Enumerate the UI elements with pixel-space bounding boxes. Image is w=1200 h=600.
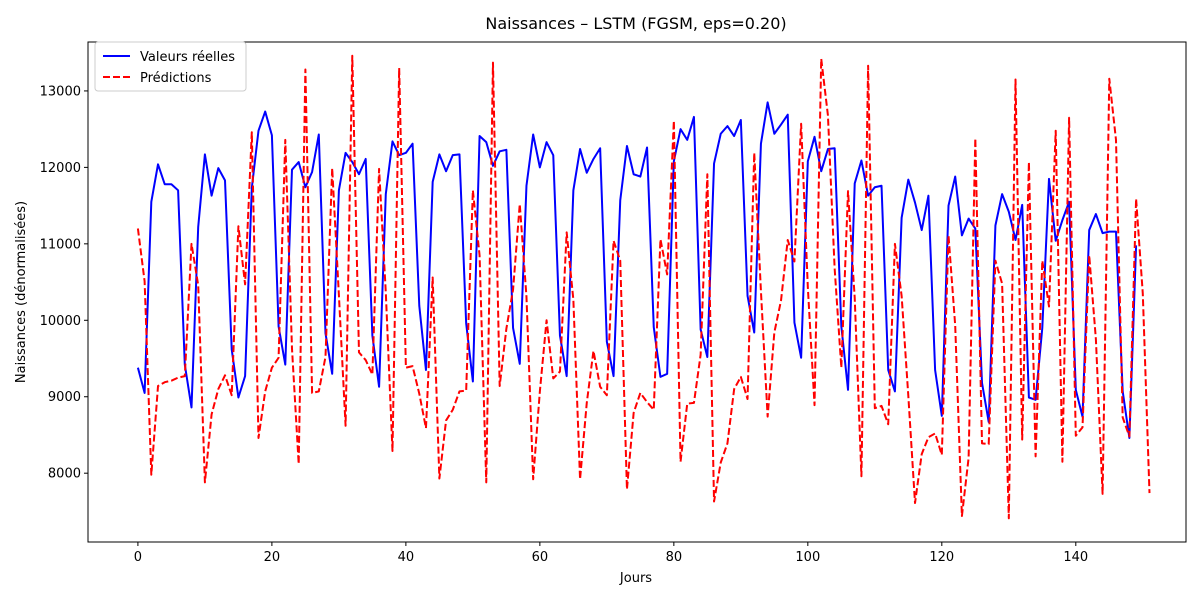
y-tick-label: 10000: [40, 314, 81, 329]
x-axis-label: Jours: [619, 571, 652, 586]
y-tick-label: 13000: [40, 84, 81, 99]
y-tick-label: 8000: [48, 467, 81, 482]
y-axis-label: Naissances (dénormalisées): [14, 201, 29, 383]
plot-area: [87, 41, 1187, 543]
x-tick-label: 40: [398, 550, 415, 565]
legend-label-valeurs-reelles: Valeurs réelles: [140, 50, 235, 65]
y-tick-label: 11000: [40, 237, 81, 252]
x-axis: 0 20 40 60 80 100 120 140: [134, 542, 1088, 565]
x-tick-label: 80: [666, 550, 683, 565]
series-layer: [136, 54, 1151, 520]
series-line-valeurs-reelles: [136, 101, 1138, 440]
legend: Valeurs réelles Prédictions: [94, 41, 247, 92]
x-tick-label: 60: [532, 550, 549, 565]
y-tick-label: 9000: [48, 390, 81, 405]
x-tick-label: 140: [1063, 550, 1088, 565]
plot-frame: [87, 41, 1187, 543]
y-axis: 8000 9000 10000 11000 12000 13000: [40, 84, 88, 482]
series-line-predictions: [136, 54, 1151, 520]
x-tick-label: 100: [795, 550, 820, 565]
legend-box: [94, 41, 247, 92]
x-tick-label: 0: [134, 550, 142, 565]
x-tick-label: 120: [929, 550, 954, 565]
legend-label-predictions: Prédictions: [140, 71, 212, 86]
y-tick-label: 12000: [40, 161, 81, 176]
x-tick-label: 20: [264, 550, 281, 565]
chart-title: Naissances – LSTM (FGSM, eps=0.20): [485, 14, 786, 33]
